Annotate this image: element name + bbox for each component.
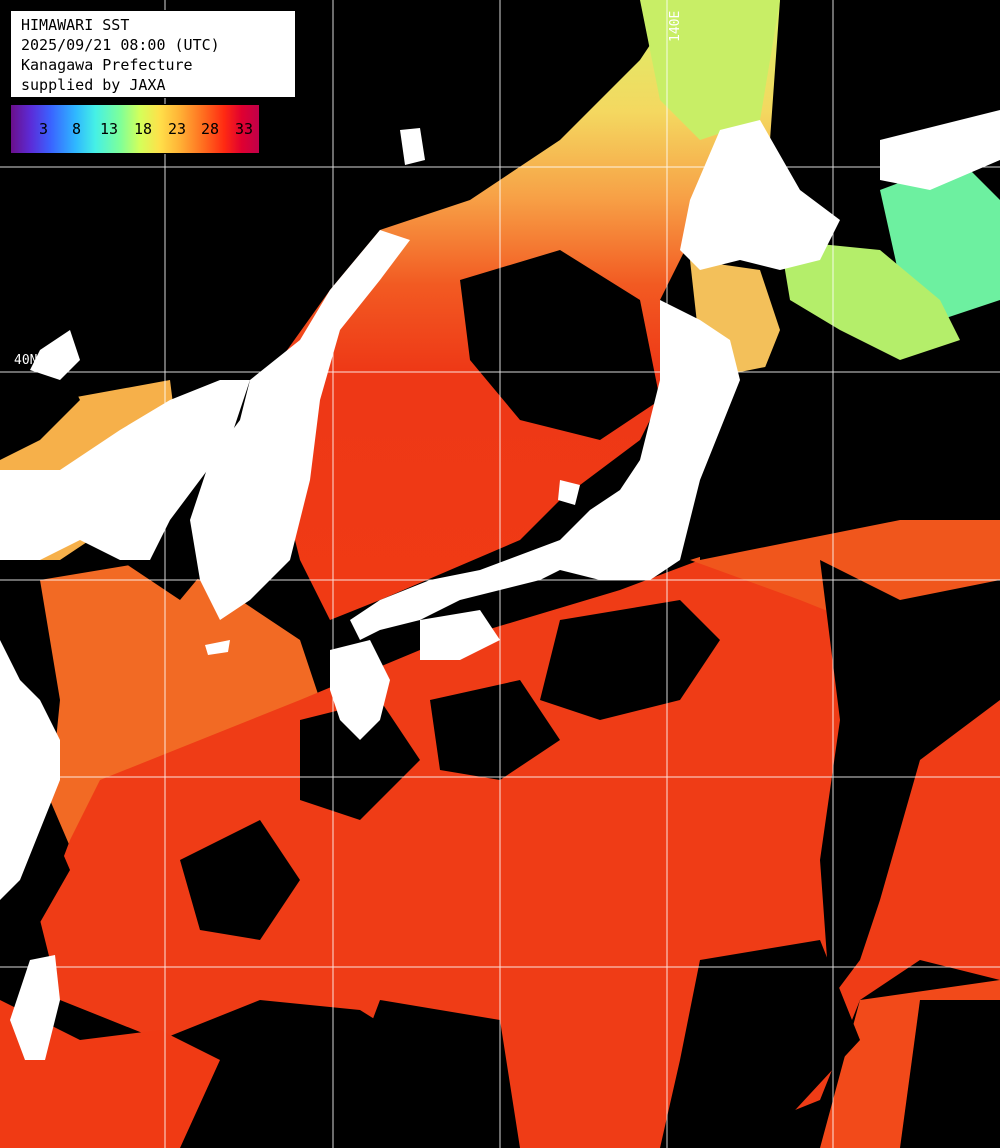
cloud-patch <box>430 680 560 780</box>
info-datetime: 2025/09/21 08:00 (UTC) <box>21 36 220 54</box>
lat-label-40n: 40N <box>14 353 38 368</box>
kyushu <box>330 640 390 740</box>
shandong <box>30 330 80 380</box>
lon-label-140e: 140E <box>668 10 683 42</box>
cloud-patch <box>0 360 80 460</box>
colorbar-label: 13 <box>100 120 119 138</box>
info-source: supplied by JAXA <box>21 76 166 94</box>
hokkaido <box>680 120 840 270</box>
cloud-patch <box>700 360 1000 560</box>
jeju-island <box>205 640 230 655</box>
cloud-patch <box>540 600 720 720</box>
hokkaido-north-sst <box>640 0 780 140</box>
cloud-patch <box>460 250 660 440</box>
cloud-mask <box>0 250 1000 1148</box>
land <box>0 110 1000 1060</box>
temperature-colorbar: 3 8 13 18 23 28 33 <box>10 104 260 154</box>
info-title: HIMAWARI SST <box>21 16 130 34</box>
colorbar-label: 18 <box>134 120 153 138</box>
sakhalin-coast <box>880 110 1000 190</box>
pacific-northeast-sst <box>780 240 960 360</box>
lat-label-30n: 30N <box>14 760 38 775</box>
korea-peninsula <box>190 230 410 620</box>
cloud-patch <box>820 560 1000 1000</box>
colorbar-label: 33 <box>235 120 254 138</box>
cloud-patch <box>660 940 860 1148</box>
colorbar-label: 3 <box>39 120 49 138</box>
colorbar-label: 28 <box>201 120 220 138</box>
cloud-patch <box>900 1000 1000 1148</box>
taiwan <box>10 955 60 1060</box>
china-coast-south <box>0 640 60 900</box>
cloud-patch <box>180 820 300 940</box>
cloud-patch <box>300 700 420 820</box>
colorbar-label: 23 <box>168 120 187 138</box>
honshu <box>350 300 740 640</box>
info-box: HIMAWARI SST 2025/09/21 08:00 (UTC) Kana… <box>10 10 296 98</box>
ulleung-island <box>400 128 425 165</box>
cloud-patch <box>350 1000 520 1148</box>
info-region: Kanagawa Prefecture <box>21 56 193 74</box>
sado-island <box>558 480 580 505</box>
shikoku <box>420 610 500 660</box>
china-coast-north <box>0 380 250 560</box>
colorbar-label: 8 <box>72 120 82 138</box>
